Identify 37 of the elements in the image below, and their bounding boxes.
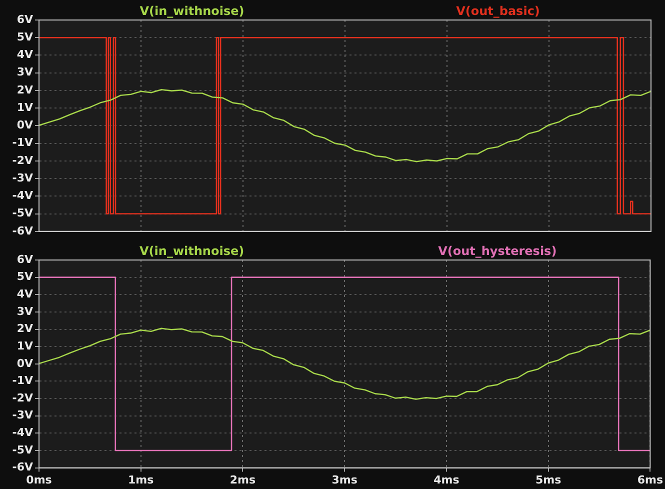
y-tick-label: 2V <box>16 83 34 96</box>
y-tick-label: 5V <box>16 30 34 44</box>
y-tick-label: 3V <box>16 304 34 318</box>
text: V(in_withnoise) <box>140 4 244 18</box>
x-tick-label: 4ms <box>434 473 460 486</box>
y-tick-label: -3V <box>12 171 34 184</box>
y-tick-label: -4V <box>12 426 34 440</box>
y-tick-label: 4V <box>16 48 34 62</box>
y-tick-label: 5V <box>16 270 34 284</box>
y-tick-label: 3V <box>16 66 34 79</box>
series-label: V(out_hysteresis) <box>438 244 557 258</box>
x-tick-label: 2ms <box>230 473 256 486</box>
x-tick-label: 3ms <box>332 473 358 486</box>
y-tick-label: -5V <box>12 443 34 456</box>
x-tick-label: 6ms <box>637 473 664 486</box>
x-tick-label: 1ms <box>128 473 154 486</box>
y-tick-label: 6V <box>16 252 34 266</box>
y-tick-label: -3V <box>12 408 34 422</box>
y-tick-label: 0V <box>16 356 34 370</box>
y-tick-label: -2V <box>12 391 34 404</box>
x-tick-label: 5ms <box>535 473 562 486</box>
y-tick-label: -5V <box>12 206 34 220</box>
x-tick-label: 0ms <box>26 473 52 486</box>
y-tick-label: 1V <box>16 100 34 114</box>
y-tick-label: 1V <box>16 339 34 352</box>
y-tick-label: 4V <box>16 287 34 300</box>
series-label: V(out_basic) <box>456 4 540 18</box>
y-tick-label: -4V <box>12 189 34 202</box>
y-tick-label: 2V <box>16 322 34 336</box>
y-tick-label: 0V <box>16 118 34 132</box>
text: V(in_withnoise) <box>140 244 244 258</box>
y-tick-label: -1V <box>12 136 34 150</box>
y-tick-label: -6V <box>12 460 34 474</box>
y-tick-label: -1V <box>12 374 34 388</box>
y-tick-label: 6V <box>16 12 34 26</box>
y-tick-label: -2V <box>12 154 34 167</box>
y-tick-label: -6V <box>12 224 34 238</box>
